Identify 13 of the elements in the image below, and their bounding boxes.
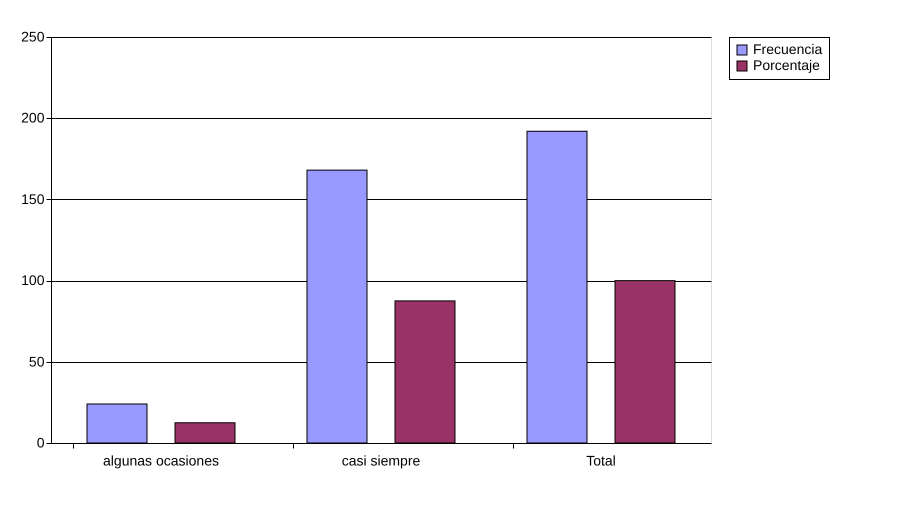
y-tick-label: 250 — [21, 28, 45, 44]
y-tick-label: 150 — [21, 190, 45, 207]
x-tick-label: casi siempre — [342, 452, 420, 468]
legend-label: Porcentaje — [753, 57, 820, 73]
y-tick-label: 50 — [28, 353, 45, 370]
legend-label: Frecuencia — [753, 41, 822, 57]
y-tick-label: 100 — [21, 272, 45, 288]
x-tick-label: Total — [586, 452, 616, 468]
x-tick-label: algunas ocasiones — [103, 452, 219, 468]
y-tick-label: 200 — [21, 110, 45, 126]
bar — [86, 404, 148, 444]
y-tick-label: 0 — [36, 434, 45, 450]
bar — [174, 422, 236, 444]
